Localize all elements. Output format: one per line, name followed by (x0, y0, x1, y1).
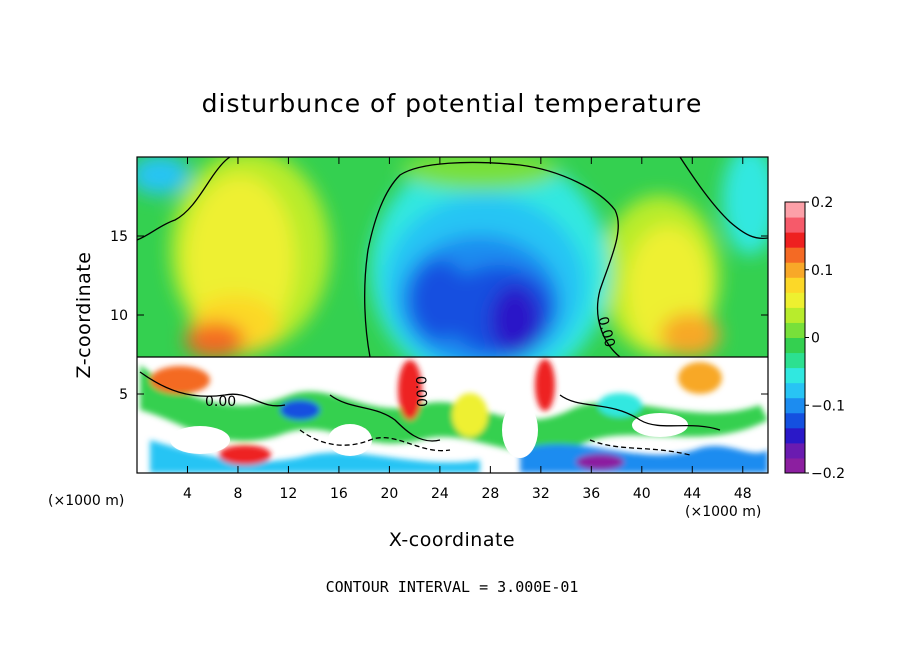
contour-label: 0.00 (594, 315, 618, 349)
field-patch (185, 322, 245, 358)
contour-lines (137, 157, 768, 456)
x-axis-ticks: 4 8 12 16 20 24 28 32 36 40 44 48 (183, 157, 752, 502)
upper-field (137, 157, 768, 390)
x-tick-label: 8 (233, 486, 242, 502)
x-tick-label: 28 (481, 486, 499, 502)
colorbar-swatch (785, 442, 805, 459)
colorbar-swatch (785, 352, 805, 369)
x-unit-right: (×1000 m) (685, 504, 761, 520)
field-patch (452, 393, 488, 437)
colorbar-swatch (785, 397, 805, 414)
contour-zero-right (679, 157, 768, 240)
field-patch (150, 440, 480, 473)
x-tick-label: 32 (532, 486, 550, 502)
colorbar-swatch (785, 232, 805, 248)
colorbar-swatch (785, 412, 805, 429)
colorbar-swatch (785, 292, 805, 308)
plot-area: 0.00 0.00 0.00 (137, 157, 768, 473)
field-patch (576, 454, 624, 470)
lower-turbulent-field (137, 357, 768, 473)
x-tick-label: 36 (582, 486, 600, 502)
x-tick-label: 48 (734, 486, 752, 502)
colorbar-swatch (785, 277, 805, 293)
field-patch (280, 400, 320, 420)
y-tick-label: 5 (119, 387, 128, 403)
colorbar-tick-label: 0 (811, 331, 820, 347)
colorbar-swatch (785, 217, 805, 233)
colorbar: 0.2 0.1 0 −0.1 −0.2 (784, 195, 845, 482)
x-axis-label: X-coordinate (389, 529, 515, 551)
colorbar-swatch (785, 457, 805, 474)
x-tick-label: 20 (380, 486, 398, 502)
colorbar-swatch (785, 337, 805, 354)
y-axis-label: Z-coordinate (73, 252, 95, 379)
colorbar-swatch (785, 247, 805, 263)
colorbar-swatch (785, 202, 805, 218)
contour-lower (139, 371, 286, 407)
y-axis-ticks: 5 10 15 (110, 229, 768, 403)
field-patch (219, 445, 271, 465)
x-unit-left: (×1000 m) (48, 493, 124, 509)
contour-interval-note: CONTOUR INTERVAL = 3.000E-01 (326, 578, 579, 596)
x-tick-label: 44 (683, 486, 701, 502)
colorbar-swatch (785, 427, 805, 444)
colorbar-tick-label: −0.2 (811, 466, 845, 482)
contour-label: 0.00 (412, 376, 429, 408)
x-tick-label: 16 (330, 486, 348, 502)
contour-lower (559, 394, 721, 431)
contour-label: 0.00 (205, 394, 236, 410)
colorbar-swatch (785, 367, 805, 384)
contour-zero-left (137, 157, 231, 241)
chart-title: disturbunce of potential temperature (202, 89, 703, 118)
field-patch (490, 285, 540, 355)
colorbar-tick-label: 0.1 (811, 263, 833, 279)
field-patch (398, 360, 422, 420)
x-tick-label: 4 (183, 486, 192, 502)
colorbar-tick-label: 0.2 (811, 195, 833, 211)
x-tick-label: 40 (633, 486, 651, 502)
x-tick-label: 12 (280, 486, 298, 502)
field-patch (678, 362, 722, 394)
y-tick-label: 10 (110, 308, 128, 324)
field-patch (722, 157, 768, 255)
colorbar-swatch (785, 382, 805, 399)
field-patch (328, 424, 372, 456)
field-patch (410, 260, 470, 340)
field-patch (400, 157, 560, 190)
x-tick-label: 24 (431, 486, 449, 502)
field-patch (137, 157, 190, 195)
contour-labels: 0.00 0.00 0.00 (205, 315, 618, 410)
colorbar-swatch (785, 307, 805, 323)
contour-lower (299, 429, 451, 452)
field-patch (502, 402, 538, 458)
colorbar-swatch (785, 322, 805, 338)
y-tick-label: 15 (110, 229, 128, 245)
field-patch (598, 393, 642, 417)
field-patch (150, 366, 210, 394)
field-patch (535, 359, 555, 411)
contour-lower (329, 394, 441, 442)
colorbar-swatch (785, 262, 805, 278)
contour-lower (589, 439, 691, 456)
contour-zero-center (364, 161, 621, 358)
field-patch (660, 313, 720, 357)
colorbar-tick-label: −0.1 (811, 398, 845, 414)
field-patch (170, 426, 230, 454)
